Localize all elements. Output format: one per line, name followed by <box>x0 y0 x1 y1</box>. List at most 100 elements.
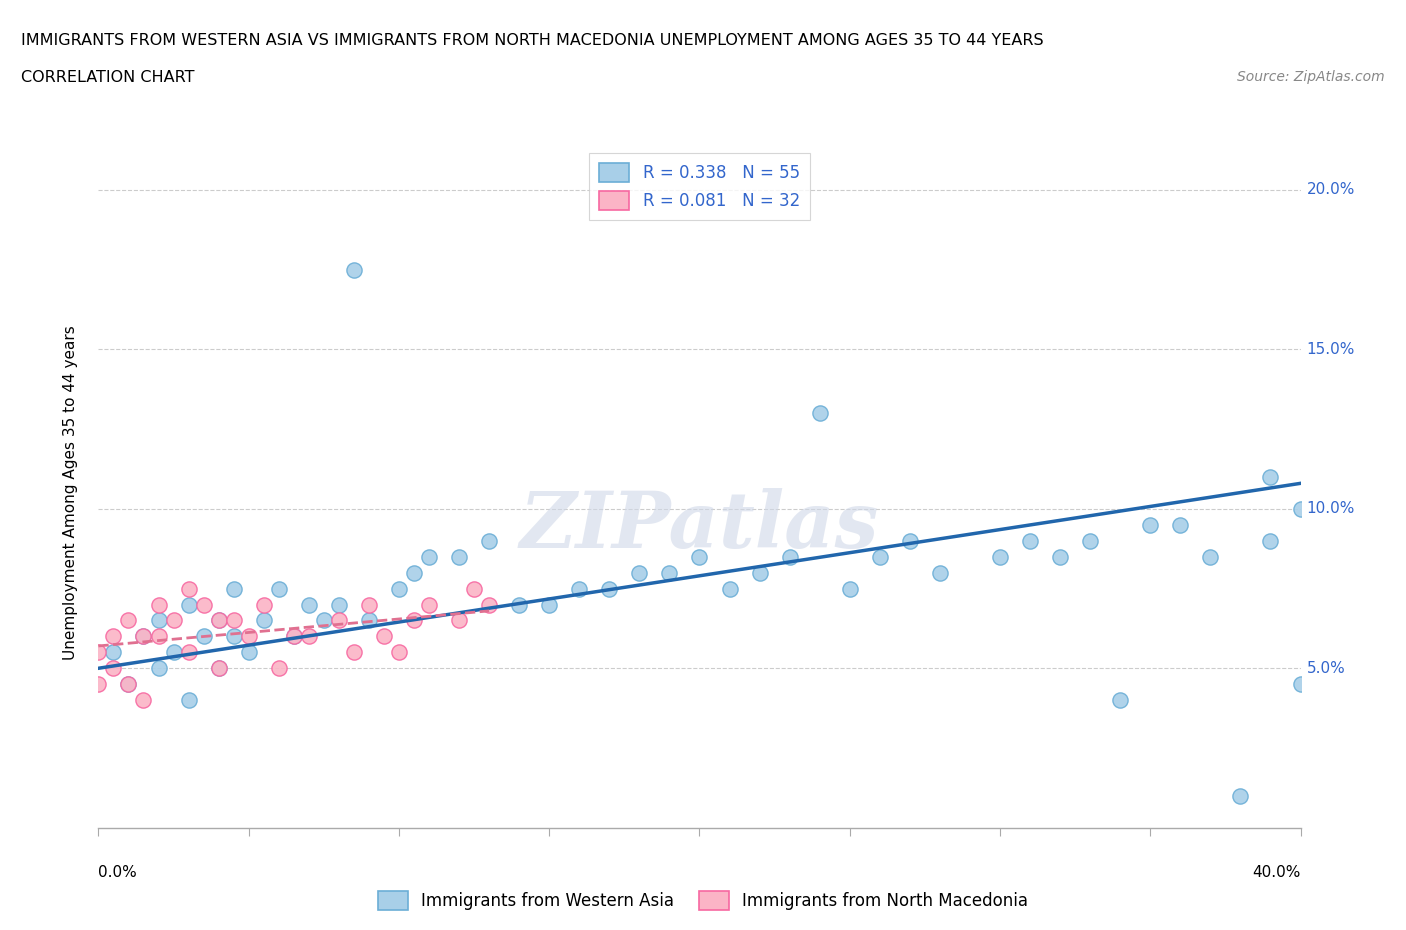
Point <box>103 644 125 659</box>
Point <box>388 581 411 596</box>
Point <box>87 677 110 692</box>
Text: ZIPatlas: ZIPatlas <box>520 488 879 565</box>
Point <box>238 629 260 644</box>
Point <box>447 550 470 565</box>
Point <box>208 661 231 676</box>
Point <box>283 629 305 644</box>
Point <box>283 629 305 644</box>
Point <box>568 581 591 596</box>
Point <box>357 597 380 612</box>
Text: 40.0%: 40.0% <box>1253 865 1301 880</box>
Point <box>538 597 561 612</box>
Point <box>598 581 620 596</box>
Point <box>1049 550 1071 565</box>
Point <box>838 581 860 596</box>
Point <box>312 613 335 628</box>
Point <box>808 405 831 420</box>
Point <box>1019 533 1042 548</box>
Point <box>402 613 425 628</box>
Point <box>238 644 260 659</box>
Point <box>478 597 501 612</box>
Point <box>117 613 139 628</box>
Point <box>1078 533 1101 548</box>
Point <box>103 629 125 644</box>
Point <box>103 661 125 676</box>
Point <box>402 565 425 580</box>
Point <box>177 581 200 596</box>
Point <box>1229 789 1251 804</box>
Point <box>222 613 245 628</box>
Point <box>148 629 170 644</box>
Point <box>148 661 170 676</box>
Point <box>148 613 170 628</box>
Point <box>1139 517 1161 532</box>
Point <box>1260 470 1282 485</box>
Point <box>718 581 741 596</box>
Text: 0.0%: 0.0% <box>98 865 138 880</box>
Point <box>508 597 530 612</box>
Point <box>688 550 710 565</box>
Point <box>418 597 440 612</box>
Text: Source: ZipAtlas.com: Source: ZipAtlas.com <box>1237 70 1385 84</box>
Y-axis label: Unemployment Among Ages 35 to 44 years: Unemployment Among Ages 35 to 44 years <box>63 326 77 660</box>
Point <box>132 693 155 708</box>
Point <box>298 629 321 644</box>
Text: 15.0%: 15.0% <box>1306 342 1355 357</box>
Text: CORRELATION CHART: CORRELATION CHART <box>21 70 194 85</box>
Point <box>988 550 1011 565</box>
Point <box>1170 517 1192 532</box>
Point <box>1199 550 1222 565</box>
Point <box>298 597 321 612</box>
Point <box>748 565 770 580</box>
Point <box>267 581 290 596</box>
Point <box>628 565 651 580</box>
Point <box>779 550 801 565</box>
Point <box>253 613 276 628</box>
Text: 10.0%: 10.0% <box>1306 501 1355 516</box>
Point <box>1109 693 1132 708</box>
Point <box>193 629 215 644</box>
Point <box>328 597 350 612</box>
Point <box>418 550 440 565</box>
Point <box>208 613 231 628</box>
Point <box>658 565 681 580</box>
Point <box>343 644 366 659</box>
Point <box>148 597 170 612</box>
Point <box>463 581 485 596</box>
Text: 20.0%: 20.0% <box>1306 182 1355 197</box>
Point <box>193 597 215 612</box>
Point <box>222 581 245 596</box>
Point <box>1289 501 1312 516</box>
Text: 5.0%: 5.0% <box>1306 661 1346 676</box>
Point <box>447 613 470 628</box>
Point <box>373 629 395 644</box>
Point <box>357 613 380 628</box>
Point <box>132 629 155 644</box>
Text: IMMIGRANTS FROM WESTERN ASIA VS IMMIGRANTS FROM NORTH MACEDONIA UNEMPLOYMENT AMO: IMMIGRANTS FROM WESTERN ASIA VS IMMIGRAN… <box>21 33 1043 47</box>
Point <box>869 550 891 565</box>
Point <box>117 677 139 692</box>
Point <box>478 533 501 548</box>
Point <box>162 613 184 628</box>
Point <box>388 644 411 659</box>
Point <box>117 677 139 692</box>
Point <box>898 533 921 548</box>
Point <box>177 597 200 612</box>
Point <box>267 661 290 676</box>
Legend: Immigrants from Western Asia, Immigrants from North Macedonia: Immigrants from Western Asia, Immigrants… <box>371 884 1035 917</box>
Point <box>87 644 110 659</box>
Point <box>208 613 231 628</box>
Point <box>1289 677 1312 692</box>
Legend: R = 0.338   N = 55, R = 0.081   N = 32: R = 0.338 N = 55, R = 0.081 N = 32 <box>589 153 810 219</box>
Point <box>177 693 200 708</box>
Point <box>328 613 350 628</box>
Point <box>132 629 155 644</box>
Point <box>343 262 366 277</box>
Point <box>1260 533 1282 548</box>
Point <box>253 597 276 612</box>
Point <box>208 661 231 676</box>
Point <box>929 565 952 580</box>
Point <box>177 644 200 659</box>
Point <box>222 629 245 644</box>
Point <box>162 644 184 659</box>
